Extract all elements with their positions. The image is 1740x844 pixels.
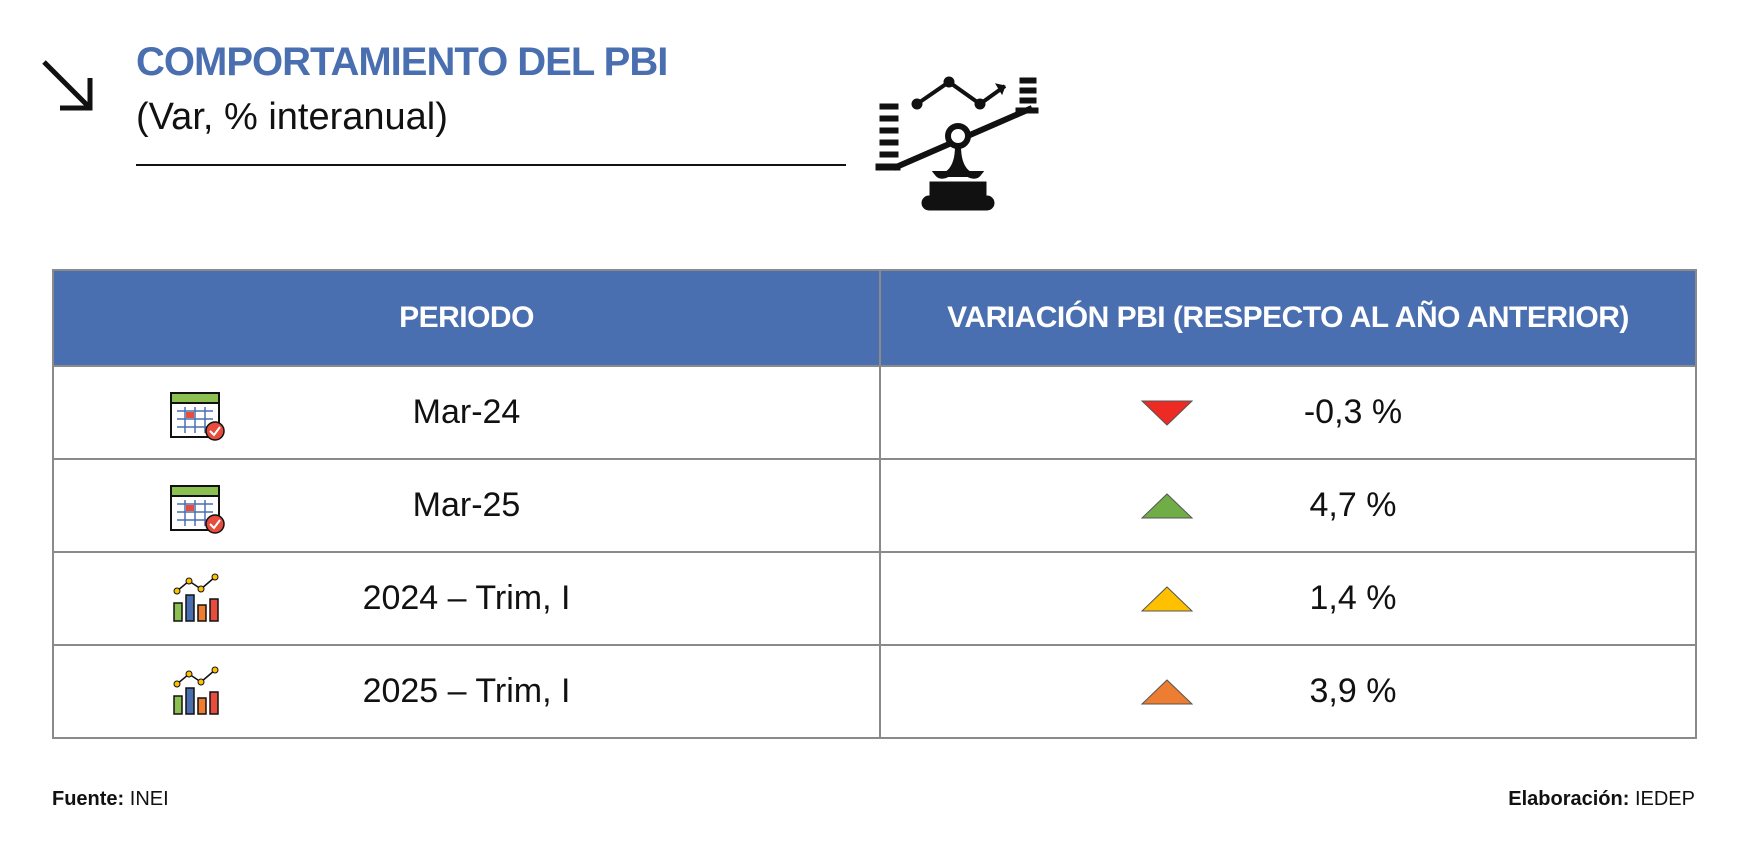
period: 2025 – Trim, I [362, 672, 571, 710]
value-cell: 4,7 % [879, 458, 1697, 553]
credit-label: Elaboración: [1508, 788, 1630, 810]
value-cell: 3,9 % [879, 644, 1697, 739]
period-cell: 2025 – Trim, I [52, 644, 881, 739]
up-triangle [1141, 586, 1193, 612]
credit-value: IEDEP [1634, 788, 1695, 810]
chart-icon [173, 666, 219, 715]
source: Fuente: INEI [52, 788, 169, 811]
variation: -0,3 % [1303, 393, 1403, 431]
value-cell: -0,3 % [879, 365, 1697, 460]
title: COMPORTAMIENTO DEL PBI [136, 40, 668, 84]
calendar-icon [170, 485, 225, 534]
table-row: 2025 – Trim, I 3,9 % [52, 644, 1697, 739]
rule [136, 164, 846, 166]
table-row: Mar-25 4,7 % [52, 458, 1697, 553]
source-value: INEI [129, 788, 169, 810]
value-cell: 1,4 % [879, 551, 1697, 646]
up-triangle [1141, 493, 1193, 519]
credit: Elaboración: IEDEP [1508, 788, 1695, 811]
period-cell: Mar-24 [52, 365, 881, 460]
chart-icon [173, 573, 219, 622]
period-cell: 2024 – Trim, I [52, 551, 881, 646]
variation: 4,7 % [1309, 486, 1397, 524]
subtitle: (Var, % interanual) [136, 96, 448, 138]
period: Mar-24 [412, 393, 521, 431]
column-header: VARIACIÓN PBI (RESPECTO AL AÑO ANTERIOR) [879, 269, 1697, 367]
period: Mar-25 [412, 486, 521, 524]
down-triangle [1141, 400, 1193, 426]
scale-icon [875, 76, 1039, 211]
variation: 3,9 % [1309, 672, 1397, 710]
column-header: PERIODO [52, 269, 881, 367]
header-row: PERIODO VARIACIÓN PBI (RESPECTO AL AÑO A… [52, 269, 1697, 367]
calendar-icon [170, 392, 225, 441]
table-row: Mar-24 -0,3 % [52, 365, 1697, 460]
up-triangle [1141, 679, 1193, 705]
table-row: 2024 – Trim, I 1,4 % [52, 551, 1697, 646]
arrow-icon [42, 60, 93, 111]
source-label: Fuente: [52, 788, 125, 810]
period-cell: Mar-25 [52, 458, 881, 553]
period: 2024 – Trim, I [362, 579, 571, 617]
variation: 1,4 % [1309, 579, 1397, 617]
data-table: PERIODO VARIACIÓN PBI (RESPECTO AL AÑO A… [52, 269, 1697, 739]
